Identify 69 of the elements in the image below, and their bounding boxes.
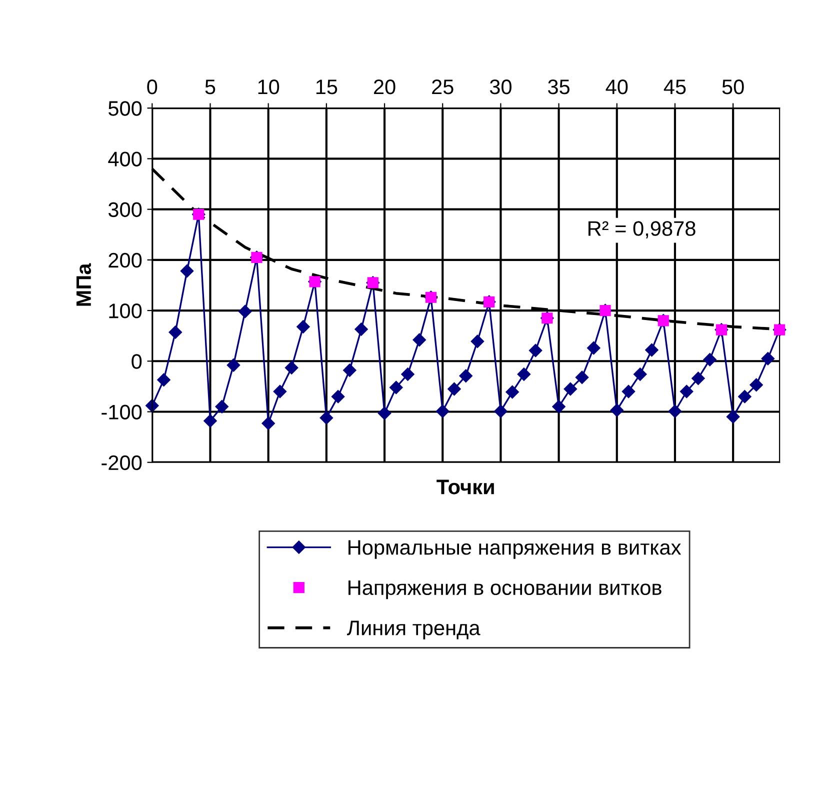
point	[378, 406, 392, 420]
point	[412, 333, 426, 346]
y-tick-label: 200	[108, 252, 142, 268]
legend-label: Линия тренда	[347, 620, 480, 640]
point	[552, 400, 566, 414]
y-tick-label: -200	[102, 455, 142, 470]
point	[448, 382, 461, 396]
point	[401, 368, 414, 381]
point	[528, 344, 542, 358]
legend-label: Нормальные напряжения в витках	[348, 540, 682, 559]
point	[738, 390, 752, 404]
point	[262, 416, 275, 430]
point	[459, 369, 472, 382]
y-tick-label: 400	[108, 152, 142, 166]
x-tick-label: 40	[606, 80, 628, 94]
point	[168, 326, 182, 339]
point	[470, 334, 484, 348]
x-tick-label: 15	[316, 80, 338, 94]
y-tick-label: 100	[109, 304, 142, 318]
x-tick-label: 20	[374, 80, 396, 94]
y-axis-title: МПа	[76, 263, 92, 306]
point	[761, 352, 775, 366]
point	[610, 404, 624, 417]
point	[645, 343, 658, 357]
point	[354, 322, 368, 336]
point	[273, 384, 287, 398]
point	[680, 384, 694, 398]
point	[296, 320, 310, 334]
point	[157, 373, 170, 386]
point	[390, 380, 403, 394]
y-tick-label: 500	[108, 101, 142, 116]
y-tick-label: 0	[132, 354, 142, 369]
x-tick-label: 5	[205, 80, 216, 94]
point	[215, 400, 228, 414]
x-tick-label: 25	[432, 80, 454, 94]
point	[436, 404, 450, 418]
annotation: R² = 0,9878	[588, 221, 696, 238]
point	[587, 341, 600, 355]
point	[494, 404, 508, 418]
point	[226, 358, 240, 372]
x-tick-label: 0	[147, 80, 158, 94]
point	[343, 364, 356, 377]
point	[703, 353, 716, 366]
point	[238, 304, 252, 318]
point	[564, 382, 578, 396]
y-tick-label: 300	[108, 202, 142, 218]
point	[180, 264, 194, 278]
x-tick-label: 45	[664, 80, 686, 94]
x-tick-label: 10	[258, 80, 280, 94]
x-tick-label: 30	[490, 80, 512, 94]
point	[634, 368, 647, 381]
point	[204, 414, 217, 428]
x-tick-label: 35	[548, 80, 570, 94]
point	[750, 378, 763, 392]
point	[692, 372, 705, 385]
x-axis-title: Точки	[436, 480, 494, 494]
point	[284, 361, 298, 374]
point	[575, 370, 589, 384]
y-tick-label: -100	[102, 404, 142, 420]
point	[622, 384, 636, 398]
point	[668, 404, 682, 418]
point	[517, 368, 531, 381]
x-tick-label: 50	[722, 80, 744, 94]
point	[726, 410, 740, 424]
point	[146, 399, 159, 412]
point	[320, 411, 334, 424]
point	[331, 390, 345, 404]
point	[506, 385, 519, 399]
legend-label: Напряжения в основании витков	[348, 580, 662, 600]
